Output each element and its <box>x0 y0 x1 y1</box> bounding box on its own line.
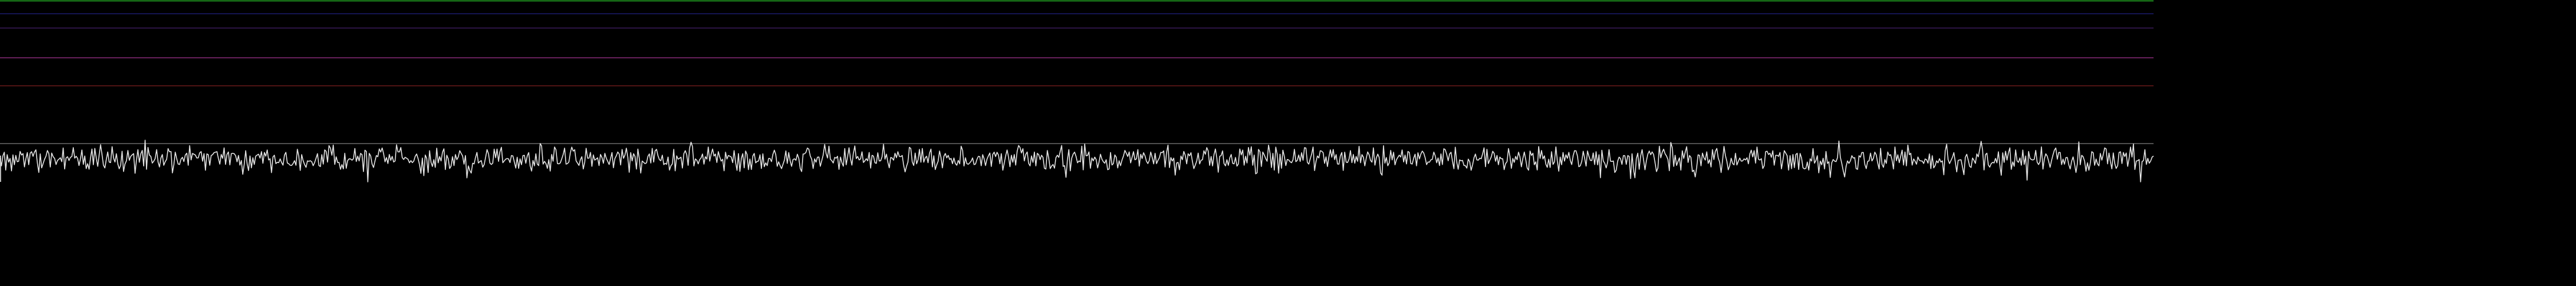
reference-lines <box>0 0 2154 144</box>
signal-trace <box>0 140 2154 182</box>
